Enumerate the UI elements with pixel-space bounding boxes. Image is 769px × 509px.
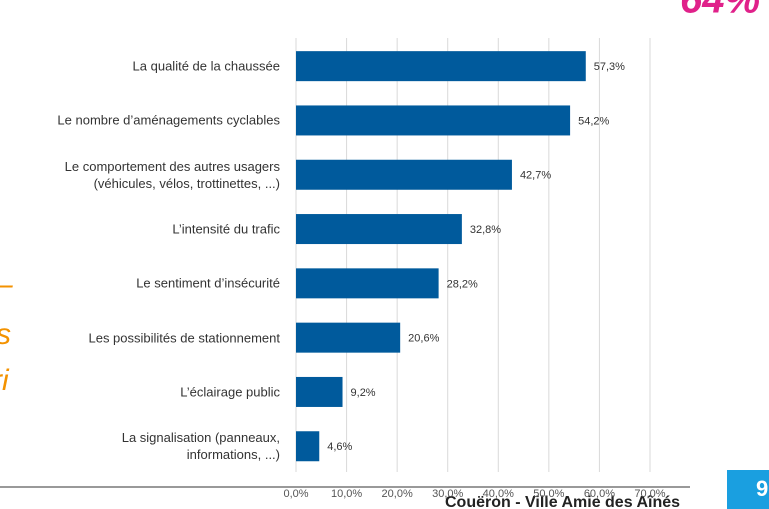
- side-fragment: ri: [0, 364, 9, 397]
- bar: [296, 376, 343, 407]
- value-label: 9,2%: [351, 387, 376, 399]
- bar: [296, 214, 462, 245]
- category-label: Les possibilités de stationnement: [88, 330, 280, 346]
- x-tick-label: 70,0%: [634, 488, 665, 500]
- bar: [296, 105, 571, 136]
- value-label: 28,2%: [447, 278, 478, 290]
- headline: 64%: [680, 0, 760, 22]
- page-number: 9: [756, 476, 768, 501]
- category-label: La qualité de la chaussée: [132, 58, 280, 74]
- bar: [296, 51, 586, 82]
- category-label: L’éclairage public: [180, 384, 280, 400]
- bar: [296, 322, 401, 353]
- value-label: 54,2%: [578, 115, 609, 127]
- category-label: Le sentiment d’insécurité: [136, 275, 280, 291]
- category-label: Le nombre d’aménagements cyclables: [57, 112, 280, 128]
- category-label: L’intensité du trafic: [172, 221, 280, 237]
- side-fragment: s: [0, 318, 11, 352]
- x-tick-label: 20,0%: [382, 488, 413, 500]
- footer: Couëron - Ville Amie des Aînés: [445, 494, 680, 509]
- value-label: 32,8%: [470, 224, 501, 236]
- value-label: 57,3%: [594, 61, 625, 73]
- x-tick-label: 30,0%: [432, 488, 463, 500]
- value-label: 42,7%: [520, 170, 551, 182]
- value-label: 20,6%: [408, 333, 439, 345]
- category-label: La signalisation (panneaux, informations…: [121, 430, 280, 463]
- category-label: Le comportement des autres usagers (véhi…: [64, 158, 280, 191]
- x-tick-label: 50,0%: [533, 488, 564, 500]
- x-tick-label: 40,0%: [483, 488, 514, 500]
- bar: [296, 431, 320, 462]
- page-badge: [727, 470, 769, 509]
- bar: [296, 268, 439, 299]
- x-tick-label: 10,0%: [331, 488, 362, 500]
- x-tick-label: 60,0%: [584, 488, 615, 500]
- bar: [296, 159, 512, 190]
- side-fragment: –: [0, 268, 13, 302]
- x-tick-label: 0,0%: [283, 488, 308, 500]
- value-label: 4,6%: [327, 441, 352, 453]
